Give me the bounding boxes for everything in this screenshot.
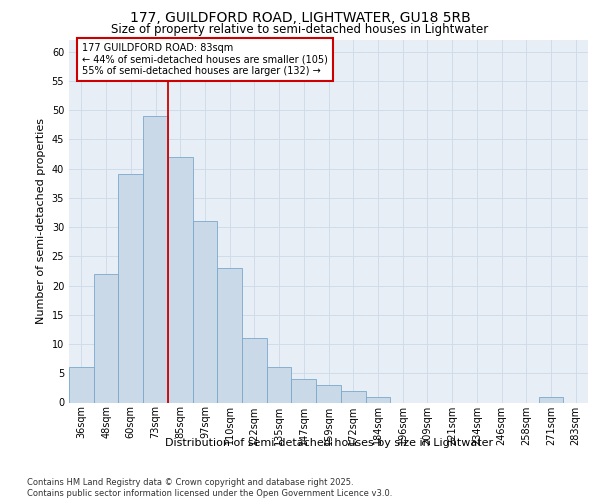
Bar	[267, 368, 292, 402]
Bar	[341, 391, 365, 402]
Bar	[365, 396, 390, 402]
Text: Size of property relative to semi-detached houses in Lightwater: Size of property relative to semi-detach…	[112, 22, 488, 36]
Bar	[193, 221, 217, 402]
Bar	[143, 116, 168, 403]
Y-axis label: Number of semi-detached properties: Number of semi-detached properties	[36, 118, 46, 324]
Bar	[168, 157, 193, 402]
Bar	[316, 385, 341, 402]
Bar	[94, 274, 118, 402]
Bar	[217, 268, 242, 402]
Bar	[292, 379, 316, 402]
Text: Distribution of semi-detached houses by size in Lightwater: Distribution of semi-detached houses by …	[165, 438, 493, 448]
Bar	[242, 338, 267, 402]
Bar	[118, 174, 143, 402]
Bar	[539, 396, 563, 402]
Text: Contains HM Land Registry data © Crown copyright and database right 2025.
Contai: Contains HM Land Registry data © Crown c…	[27, 478, 392, 498]
Text: 177 GUILDFORD ROAD: 83sqm
← 44% of semi-detached houses are smaller (105)
55% of: 177 GUILDFORD ROAD: 83sqm ← 44% of semi-…	[82, 43, 328, 76]
Text: 177, GUILDFORD ROAD, LIGHTWATER, GU18 5RB: 177, GUILDFORD ROAD, LIGHTWATER, GU18 5R…	[130, 11, 470, 25]
Bar	[69, 368, 94, 402]
